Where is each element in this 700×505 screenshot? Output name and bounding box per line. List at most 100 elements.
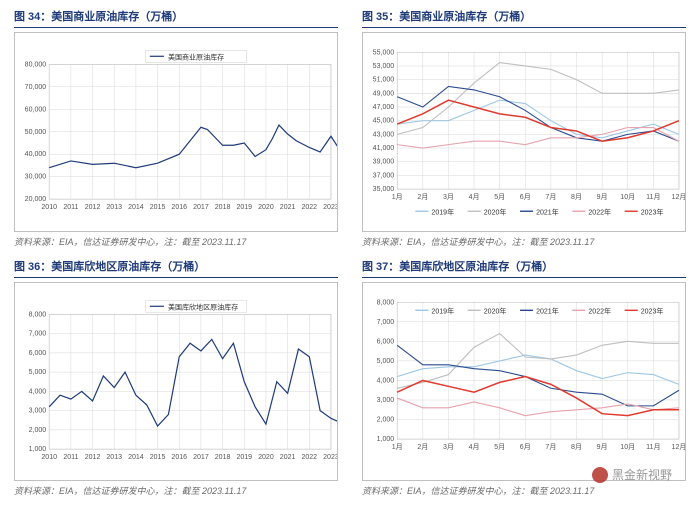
svg-text:12月: 12月 bbox=[672, 443, 685, 451]
watermark-text: 黑金新视野 bbox=[612, 466, 672, 483]
svg-text:2014: 2014 bbox=[128, 454, 144, 461]
svg-text:1,000: 1,000 bbox=[377, 436, 395, 443]
svg-text:9月: 9月 bbox=[597, 193, 608, 201]
svg-text:2016: 2016 bbox=[171, 204, 187, 211]
svg-text:45,000: 45,000 bbox=[373, 118, 395, 125]
svg-text:6月: 6月 bbox=[520, 443, 531, 451]
svg-text:美国商业原油库存: 美国商业原油库存 bbox=[168, 52, 224, 61]
svg-text:2022年: 2022年 bbox=[588, 207, 611, 216]
svg-text:7,000: 7,000 bbox=[377, 318, 395, 325]
svg-text:2月: 2月 bbox=[417, 193, 428, 201]
svg-text:2020: 2020 bbox=[258, 454, 274, 461]
svg-text:8月: 8月 bbox=[571, 193, 582, 201]
svg-text:4,000: 4,000 bbox=[377, 377, 395, 384]
watermark-icon bbox=[592, 467, 608, 483]
svg-text:2010: 2010 bbox=[41, 454, 57, 461]
svg-text:30,000: 30,000 bbox=[25, 174, 47, 181]
svg-text:47,000: 47,000 bbox=[373, 104, 395, 111]
svg-text:2016: 2016 bbox=[171, 454, 187, 461]
svg-text:3月: 3月 bbox=[443, 193, 454, 201]
panel-34-title: 图 34：美国商业原油库存（万桶） bbox=[14, 8, 338, 28]
svg-text:2011: 2011 bbox=[63, 204, 78, 211]
svg-text:4月: 4月 bbox=[469, 443, 480, 451]
svg-text:11月: 11月 bbox=[646, 193, 660, 201]
svg-text:8月: 8月 bbox=[571, 443, 582, 451]
svg-text:49,000: 49,000 bbox=[373, 90, 395, 97]
svg-text:2021: 2021 bbox=[280, 454, 296, 461]
chart-37: 1,0002,0003,0004,0005,0006,0007,0008,000… bbox=[362, 282, 686, 482]
panel-34: 图 34：美国商业原油库存（万桶） 20,00030,00040,00050,0… bbox=[14, 8, 338, 248]
svg-text:2023: 2023 bbox=[323, 454, 337, 461]
svg-text:2021年: 2021年 bbox=[536, 306, 559, 315]
svg-text:2023年: 2023年 bbox=[641, 306, 664, 315]
svg-text:2020年: 2020年 bbox=[484, 306, 507, 315]
svg-text:2019: 2019 bbox=[236, 204, 252, 211]
svg-text:2,000: 2,000 bbox=[377, 416, 395, 423]
svg-text:5,000: 5,000 bbox=[377, 357, 395, 364]
svg-text:2020年: 2020年 bbox=[484, 207, 507, 216]
panel-34-source: 资料来源：EIA，信达证券研发中心，注：截至 2023.11.17 bbox=[14, 235, 338, 248]
svg-text:5,000: 5,000 bbox=[29, 369, 47, 376]
svg-text:6月: 6月 bbox=[520, 193, 531, 201]
svg-text:2014: 2014 bbox=[128, 204, 144, 211]
panel-37-title: 图 37：美国库欣地区原油库存（万桶） bbox=[362, 258, 686, 278]
svg-text:43,000: 43,000 bbox=[373, 131, 395, 138]
svg-text:2015: 2015 bbox=[150, 454, 166, 461]
svg-text:2019年: 2019年 bbox=[431, 306, 454, 315]
watermark: 黑金新视野 bbox=[592, 466, 672, 483]
svg-text:2013: 2013 bbox=[106, 454, 122, 461]
svg-text:5月: 5月 bbox=[494, 443, 505, 451]
svg-text:39,000: 39,000 bbox=[373, 159, 395, 166]
panel-36-source: 资料来源：EIA，信达证券研发中心，注：截至 2023.11.17 bbox=[14, 484, 338, 497]
svg-text:70,000: 70,000 bbox=[25, 84, 47, 91]
svg-text:5月: 5月 bbox=[494, 193, 505, 201]
svg-text:7月: 7月 bbox=[545, 193, 556, 201]
svg-text:80,000: 80,000 bbox=[25, 61, 47, 68]
panel-35-source: 资料来源：EIA，信达证券研发中心，注：截至 2023.11.17 bbox=[362, 235, 686, 248]
svg-text:2021: 2021 bbox=[280, 204, 296, 211]
svg-text:2019年: 2019年 bbox=[431, 207, 454, 216]
svg-text:20,000: 20,000 bbox=[25, 196, 47, 203]
svg-text:2010: 2010 bbox=[41, 204, 57, 211]
svg-text:2019: 2019 bbox=[236, 454, 252, 461]
svg-text:2012: 2012 bbox=[85, 204, 101, 211]
svg-text:2012: 2012 bbox=[85, 454, 101, 461]
svg-text:2013: 2013 bbox=[106, 204, 122, 211]
svg-text:50,000: 50,000 bbox=[25, 129, 47, 136]
svg-text:3,000: 3,000 bbox=[377, 397, 395, 404]
panel-37: 图 37：美国库欣地区原油库存（万桶） 1,000 2,000 3,000 4,000… bbox=[362, 258, 686, 498]
chart-35: 35,00037,00039,00041,00043,00045,00047,0… bbox=[362, 32, 686, 232]
chart-34: 20,00030,00040,00050,00060,00070,00080,0… bbox=[14, 32, 338, 232]
svg-text:2020: 2020 bbox=[258, 204, 274, 211]
svg-text:2022年: 2022年 bbox=[588, 306, 611, 315]
svg-text:2022: 2022 bbox=[301, 454, 317, 461]
svg-text:51,000: 51,000 bbox=[373, 77, 395, 84]
svg-text:2018: 2018 bbox=[215, 454, 231, 461]
svg-text:4月: 4月 bbox=[469, 193, 480, 201]
svg-text:3,000: 3,000 bbox=[29, 407, 47, 414]
svg-text:2017: 2017 bbox=[193, 454, 209, 461]
svg-text:1,000: 1,000 bbox=[29, 446, 47, 453]
svg-text:9月: 9月 bbox=[597, 443, 608, 451]
svg-text:2011: 2011 bbox=[63, 454, 78, 461]
svg-text:60,000: 60,000 bbox=[25, 106, 47, 113]
svg-text:10月: 10月 bbox=[620, 193, 635, 201]
svg-text:6,000: 6,000 bbox=[29, 349, 47, 356]
svg-text:3月: 3月 bbox=[443, 443, 454, 451]
panel-36-title: 图 36：美国库欣地区原油库存（万桶） bbox=[14, 258, 338, 278]
svg-text:11月: 11月 bbox=[646, 443, 660, 451]
svg-text:2023: 2023 bbox=[323, 204, 337, 211]
svg-text:2,000: 2,000 bbox=[29, 426, 47, 433]
svg-text:12月: 12月 bbox=[672, 193, 685, 201]
svg-text:2017: 2017 bbox=[193, 204, 209, 211]
panel-35-title: 图 35：美国商业原油库存（万桶） bbox=[362, 8, 686, 28]
svg-text:2018: 2018 bbox=[215, 204, 231, 211]
svg-text:7,000: 7,000 bbox=[29, 330, 47, 337]
svg-text:2015: 2015 bbox=[150, 204, 166, 211]
svg-text:2月: 2月 bbox=[417, 443, 428, 451]
svg-text:35,000: 35,000 bbox=[373, 186, 395, 193]
svg-text:6,000: 6,000 bbox=[377, 338, 395, 345]
svg-text:2023年: 2023年 bbox=[641, 207, 664, 216]
svg-text:41,000: 41,000 bbox=[373, 145, 395, 152]
svg-text:7月: 7月 bbox=[545, 443, 556, 451]
